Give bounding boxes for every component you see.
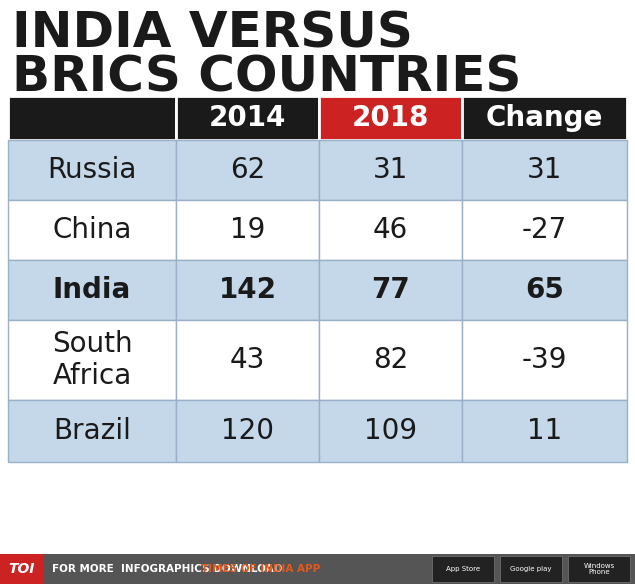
Text: 2014: 2014: [209, 104, 286, 132]
Bar: [462, 140, 627, 200]
Bar: [176, 400, 319, 462]
Text: FOR MORE  INFOGRAPHICS DOWNLOAD: FOR MORE INFOGRAPHICS DOWNLOAD: [52, 564, 286, 574]
Text: 77: 77: [371, 276, 410, 304]
Bar: [8, 320, 176, 400]
Bar: [176, 320, 319, 400]
Text: -27: -27: [522, 216, 567, 244]
Bar: [319, 320, 462, 400]
Bar: [319, 140, 462, 200]
Bar: [0, 554, 635, 584]
Text: China: China: [52, 216, 131, 244]
Bar: [8, 200, 176, 260]
Text: 120: 120: [221, 417, 274, 445]
Text: BRICS COUNTRIES: BRICS COUNTRIES: [12, 54, 521, 102]
Bar: [176, 260, 319, 320]
Bar: [462, 400, 627, 462]
Text: -39: -39: [522, 346, 567, 374]
Text: App Store: App Store: [446, 566, 480, 572]
Text: 46: 46: [373, 216, 408, 244]
Text: TOI: TOI: [9, 562, 35, 576]
Text: 43: 43: [230, 346, 265, 374]
Bar: [176, 200, 319, 260]
Bar: [176, 140, 319, 200]
Bar: [8, 140, 176, 200]
Text: TIMES OF INDIA APP: TIMES OF INDIA APP: [201, 564, 320, 574]
Text: 31: 31: [373, 156, 408, 184]
Bar: [462, 200, 627, 260]
Text: Change: Change: [486, 104, 603, 132]
Bar: [8, 400, 176, 462]
Bar: [319, 96, 462, 140]
Text: 109: 109: [364, 417, 417, 445]
Text: India: India: [53, 276, 131, 304]
Text: Brazil: Brazil: [53, 417, 131, 445]
Bar: [568, 556, 630, 582]
Text: Russia: Russia: [48, 156, 137, 184]
Text: 62: 62: [230, 156, 265, 184]
Text: South
Africa: South Africa: [51, 330, 132, 390]
Bar: [8, 96, 176, 140]
Text: 65: 65: [525, 276, 564, 304]
Bar: [319, 400, 462, 462]
Text: 11: 11: [527, 417, 562, 445]
Text: INDIA VERSUS: INDIA VERSUS: [12, 10, 413, 58]
Bar: [462, 260, 627, 320]
Text: Windows
Phone: Windows Phone: [584, 562, 615, 575]
Bar: [8, 260, 176, 320]
Text: 82: 82: [373, 346, 408, 374]
Bar: [0, 554, 44, 584]
Text: 142: 142: [218, 276, 276, 304]
Text: 31: 31: [527, 156, 562, 184]
Text: Google play: Google play: [511, 566, 552, 572]
Bar: [462, 320, 627, 400]
Text: 2018: 2018: [352, 104, 429, 132]
Text: 19: 19: [230, 216, 265, 244]
Bar: [462, 96, 627, 140]
Bar: [432, 556, 494, 582]
Bar: [319, 260, 462, 320]
Bar: [500, 556, 562, 582]
Bar: [176, 96, 319, 140]
Bar: [319, 200, 462, 260]
